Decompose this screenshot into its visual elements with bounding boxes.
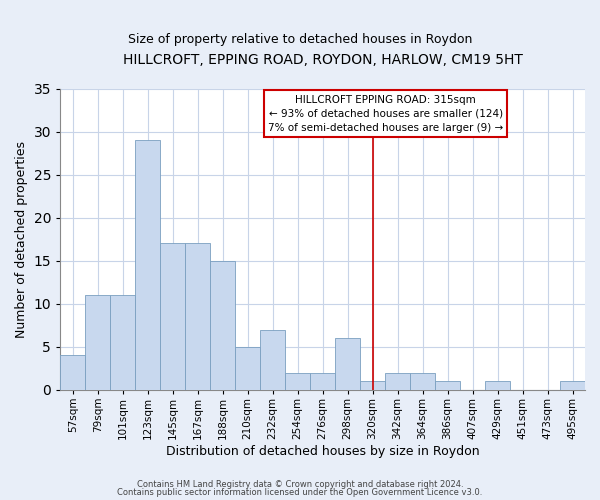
Bar: [385, 372, 410, 390]
Bar: [235, 347, 260, 390]
Text: HILLCROFT EPPING ROAD: 315sqm
← 93% of detached houses are smaller (124)
7% of s: HILLCROFT EPPING ROAD: 315sqm ← 93% of d…: [268, 94, 503, 132]
Bar: [260, 330, 285, 390]
Bar: [310, 372, 335, 390]
Text: Size of property relative to detached houses in Roydon: Size of property relative to detached ho…: [128, 32, 472, 46]
Text: Contains HM Land Registry data © Crown copyright and database right 2024.: Contains HM Land Registry data © Crown c…: [137, 480, 463, 489]
Bar: [360, 382, 385, 390]
X-axis label: Distribution of detached houses by size in Roydon: Distribution of detached houses by size …: [166, 444, 479, 458]
Title: HILLCROFT, EPPING ROAD, ROYDON, HARLOW, CM19 5HT: HILLCROFT, EPPING ROAD, ROYDON, HARLOW, …: [122, 52, 523, 66]
Bar: [210, 260, 235, 390]
Bar: [410, 372, 435, 390]
Bar: [110, 295, 135, 390]
Bar: [160, 244, 185, 390]
Bar: [435, 382, 460, 390]
Y-axis label: Number of detached properties: Number of detached properties: [15, 140, 28, 338]
Bar: [560, 382, 585, 390]
Bar: [285, 372, 310, 390]
Bar: [135, 140, 160, 390]
Bar: [60, 356, 85, 390]
Bar: [85, 295, 110, 390]
Bar: [185, 244, 210, 390]
Text: Contains public sector information licensed under the Open Government Licence v3: Contains public sector information licen…: [118, 488, 482, 497]
Bar: [335, 338, 360, 390]
Bar: [485, 382, 510, 390]
